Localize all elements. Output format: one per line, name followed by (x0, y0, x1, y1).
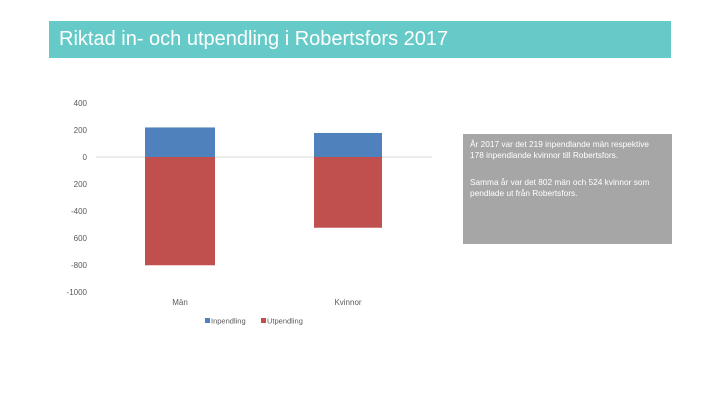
y-tick-label: 0 (83, 153, 88, 162)
bar-utpendling-man (145, 157, 215, 266)
y-tick-label: -400 (71, 207, 88, 216)
bars (145, 127, 382, 266)
bar-inpendling-kvinnor (314, 132, 382, 157)
legend-label-inpendling: Inpendling (211, 317, 246, 326)
x-axis: Män Kvinnor (172, 298, 362, 307)
y-axis: 400 200 0 200 -400 600 -800 -1000 (67, 99, 88, 297)
y-tick-label: 600 (74, 234, 88, 243)
legend-swatch-utpendling (261, 318, 266, 323)
note-paragraph-utpendling: Samma år var det 802 män och 524 kvinnor… (470, 177, 650, 198)
y-tick-label: 200 (74, 126, 88, 135)
legend: Inpendling Utpendling (205, 317, 303, 326)
bar-inpendling-man (145, 127, 215, 157)
slide-title: Riktad in- och utpendling i Robertsfors … (49, 21, 671, 58)
y-tick-label: 200 (74, 180, 88, 189)
y-tick-label: -1000 (67, 288, 88, 297)
x-category-label: Kvinnor (334, 298, 361, 307)
y-tick-label: 400 (74, 99, 88, 108)
legend-label-utpendling: Utpendling (267, 317, 303, 326)
y-tick-label: -800 (71, 261, 88, 270)
note-paragraph-inpendling: År 2017 var det 219 inpendlande män resp… (470, 139, 649, 160)
x-category-label: Män (172, 298, 188, 307)
legend-swatch-inpendling (205, 318, 210, 323)
note-box: År 2017 var det 219 inpendlande män resp… (463, 134, 672, 244)
bar-utpendling-kvinnor (314, 157, 382, 228)
